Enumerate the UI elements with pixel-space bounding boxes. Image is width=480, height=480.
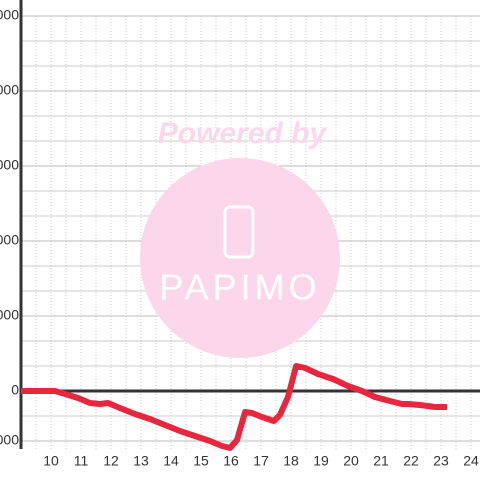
y-tick-label: 60,000	[0, 232, 19, 248]
x-tick-label: 16	[223, 453, 239, 469]
y-tick-label: 0	[11, 382, 19, 398]
x-tick-label: 12	[103, 453, 119, 469]
x-tick-label: 19	[313, 453, 329, 469]
y-tick-label: 150,000	[0, 7, 19, 23]
x-tick-label: 18	[283, 453, 299, 469]
grid	[21, 15, 480, 449]
x-tick-label: 11	[74, 453, 89, 469]
x-tick-label: 22	[403, 453, 419, 469]
watermark-logo: PAPIMO	[159, 267, 320, 308]
x-tick-label: 20	[343, 453, 359, 469]
x-tick-label: 24	[463, 453, 479, 469]
x-tick-label: 10	[43, 453, 59, 469]
x-tick-label: 21	[373, 453, 389, 469]
y-tick-label: 90,000	[0, 157, 19, 173]
x-tick-label: 14	[163, 453, 179, 469]
watermark-icon	[223, 205, 255, 259]
y-tick-label: -20,000	[0, 432, 19, 448]
y-tick-label: 30,000	[0, 307, 19, 323]
x-tick-label: 17	[253, 453, 269, 469]
plot: -20,000 0 30,000 60,000 90,000 120,000 150,000…	[0, 0, 480, 469]
y-tick-label: 120,000	[0, 82, 19, 98]
x-tick-label: 13	[133, 453, 149, 469]
x-tick-label: 15	[193, 453, 209, 469]
watermark-text: Powered by	[158, 117, 328, 150]
series-line	[21, 363, 447, 451]
x-tick-label: 23	[433, 453, 449, 469]
